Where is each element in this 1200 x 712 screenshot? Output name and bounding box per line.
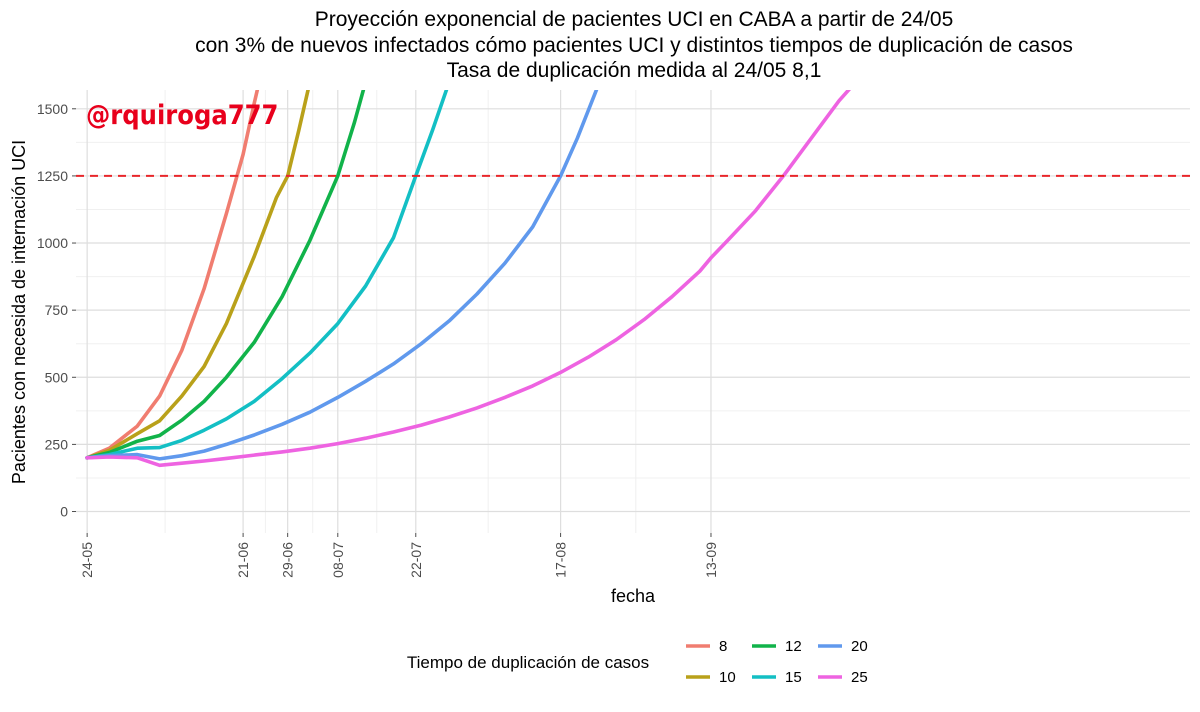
y-tick-label: 1250 [37, 168, 68, 184]
legend-label-25: 25 [851, 669, 868, 686]
legend-title: Tiempo de duplicación de casos [407, 653, 649, 672]
legend-label-8: 8 [719, 638, 727, 655]
series-line-25 [85, 90, 852, 468]
legend-label-15: 15 [785, 669, 802, 686]
y-tick-label: 1500 [37, 101, 68, 117]
plot-panel [76, 90, 1190, 533]
y-tick-label: 0 [60, 504, 68, 520]
grid-minor [76, 90, 1190, 533]
y-tick-label: 750 [45, 302, 69, 318]
series-lines [85, 90, 852, 468]
x-axis: 24-05 21-06 29-06 08-07 22-07 17-08 13-09 [79, 533, 719, 578]
legend-label-20: 20 [851, 638, 868, 655]
legend-label-12: 12 [785, 638, 802, 655]
y-tick-label: 1000 [37, 235, 68, 251]
title-line-2: con 3% de nuevos infectados cómo pacient… [195, 34, 1073, 57]
series-line-10 [85, 90, 310, 460]
series-line-20 [85, 90, 599, 461]
chart-title: Proyección exponencial de pacientes UCI … [195, 8, 1073, 82]
x-tick-label: 22-07 [408, 542, 424, 578]
series-line-15 [85, 90, 449, 460]
x-tick-label: 21-06 [235, 542, 251, 578]
x-tick-label: 13-09 [703, 542, 719, 578]
y-tick-label: 250 [45, 436, 69, 452]
legend-label-10: 10 [719, 669, 736, 686]
x-tick-label: 17-08 [553, 542, 569, 578]
y-axis: 0 250 500 750 1000 1250 1500 [37, 101, 76, 520]
title-line-1: Proyección exponencial de pacientes UCI … [315, 8, 954, 31]
watermark: @rquiroga777 [86, 100, 278, 131]
x-tick-label: 24-05 [79, 542, 95, 578]
legend: 8 10 12 15 20 25 [686, 638, 868, 686]
series-line-12 [85, 90, 366, 460]
y-axis-title: Pacientes con necesida de internación UC… [9, 140, 29, 484]
x-axis-title: fecha [611, 586, 656, 606]
title-line-3: Tasa de duplicación medida al 24/05 8,1 [447, 59, 822, 82]
x-tick-label: 08-07 [330, 542, 346, 578]
series-line-8 [85, 90, 260, 460]
y-tick-label: 500 [45, 369, 69, 385]
x-tick-label: 29-06 [280, 542, 296, 578]
